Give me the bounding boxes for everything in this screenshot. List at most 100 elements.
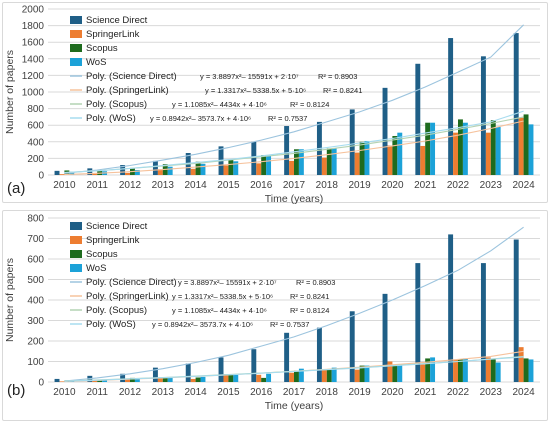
x-tick-label: 2022 (447, 180, 470, 191)
bar-springerlink (485, 132, 491, 175)
bar-scopus (294, 149, 299, 175)
x-axis-title: Time (years) (265, 193, 324, 205)
x-tick-label: 2017 (283, 387, 306, 398)
x-tick-label: 2019 (348, 180, 371, 191)
bar-science-direct (251, 141, 257, 175)
y-tick-label: 1000 (22, 88, 45, 99)
bar-scopus (425, 358, 431, 382)
trendline-poly-wos (64, 356, 524, 382)
legend-swatch (70, 16, 82, 24)
bar-science-direct (316, 327, 322, 382)
bar-science-direct (382, 293, 388, 382)
legend-swatch (70, 250, 82, 258)
legend-label: WoS (86, 57, 106, 68)
panel-frame (2, 210, 548, 421)
trend-equation: y = 3.8897x²– 15591x + 2·10⁷ (178, 278, 277, 287)
legend-swatch (70, 264, 82, 272)
x-tick-label: 2014 (184, 387, 207, 398)
legend-label: Poly. (SpringerLink) (86, 291, 169, 302)
trend-equation: y = 0.8942x²– 3573.7x + 4·10⁶ (150, 114, 251, 123)
bar-science-direct (120, 165, 126, 175)
chart-b-svg: 0 100 200 300 400 500 600 700 800 2010 2011 2012 201… (4, 214, 540, 412)
trend-equation: y = 1.3317x²– 5338.5x + 5·10⁶ (205, 86, 306, 95)
legend-label: Poly. (Scopus) (86, 99, 147, 110)
bar-wos (528, 359, 534, 382)
trendline-poly-science-direct (64, 226, 524, 382)
bar-wos (397, 364, 403, 382)
y-tick-label: 400 (27, 296, 44, 307)
x-tick-label: 2010 (53, 180, 76, 191)
x-tick-label: 2013 (152, 180, 175, 191)
trend-r2: R² = 0.8903 (296, 278, 335, 287)
bar-scopus (425, 122, 431, 175)
panel-label: (b) (7, 382, 25, 399)
y-tick-label: 500 (27, 275, 44, 286)
bar-science-direct (120, 373, 126, 382)
bar-scopus (162, 377, 168, 382)
bar-springerlink (190, 168, 196, 175)
bar-springerlink (157, 377, 163, 382)
x-tick-label: 2023 (480, 180, 503, 191)
x-tick-label: 2015 (217, 180, 240, 191)
bar-springerlink (256, 163, 262, 175)
bar-springerlink (387, 361, 393, 382)
bar-wos (397, 132, 403, 175)
legend-swatch (70, 236, 82, 244)
bar-scopus (294, 370, 299, 382)
legend-label: Science Direct (86, 221, 148, 232)
legend-swatch (70, 58, 82, 66)
bar-scopus (359, 141, 365, 175)
bar-science-direct (513, 33, 519, 175)
panel-label: (a) (7, 180, 25, 197)
bar-wos (528, 124, 534, 175)
bar-science-direct (480, 263, 486, 382)
bar-scopus (261, 155, 267, 175)
bar-scopus (490, 359, 496, 382)
bar-science-direct (185, 363, 191, 382)
x-tick-label: 2018 (316, 180, 339, 191)
trend-equation: y = 1.1085x²– 4434x + 4·10⁶ (172, 100, 267, 109)
bar-springerlink (518, 117, 524, 175)
x-tick-label: 2020 (381, 387, 404, 398)
y-tick-label: 1600 (22, 38, 45, 49)
legend-swatch (70, 222, 82, 230)
bar-wos (495, 362, 501, 382)
y-tick-label: 400 (27, 137, 44, 148)
y-axis-title: Number of papers (4, 50, 16, 134)
y-tick-label: 800 (27, 104, 44, 115)
panel-b: 0 100 200 300 400 500 600 700 800 2010 2011 2012 201… (0, 208, 550, 423)
legend-swatch (70, 44, 82, 52)
y-tick-label: 100 (27, 357, 44, 368)
bar-springerlink (190, 378, 196, 382)
bar-springerlink (518, 347, 524, 382)
bar-science-direct (415, 63, 421, 175)
bar-scopus (228, 374, 234, 382)
y-tick-label: 600 (27, 121, 44, 132)
x-tick-label: 2021 (414, 180, 437, 191)
y-tick-label: 1800 (22, 21, 45, 32)
bar-wos (200, 376, 206, 382)
bar-scopus (195, 377, 201, 382)
x-tick-label: 2018 (316, 387, 339, 398)
bar-scopus (392, 365, 398, 382)
bar-springerlink (125, 172, 130, 175)
bar-wos (430, 357, 436, 382)
bar-springerlink (321, 157, 327, 175)
x-tick-label: 2024 (512, 180, 535, 191)
bar-wos (462, 122, 468, 175)
x-tick-label: 2024 (512, 387, 535, 398)
bar-springerlink (420, 145, 426, 175)
y-tick-label: 600 (27, 255, 44, 266)
bar-wos (430, 122, 436, 175)
legend-label: SpringerLink (86, 29, 140, 40)
bar-wos (266, 373, 272, 382)
legend-label: Poly. (Science Direct) (86, 277, 177, 288)
bar-scopus (261, 377, 267, 382)
y-tick-label: 1200 (22, 71, 45, 82)
y-tick-label: 700 (27, 234, 44, 245)
trend-r2: R² = 0.8241 (290, 292, 329, 301)
bar-wos (167, 166, 173, 175)
trendline-poly-springerlink (64, 120, 524, 176)
bar-wos (200, 163, 206, 175)
